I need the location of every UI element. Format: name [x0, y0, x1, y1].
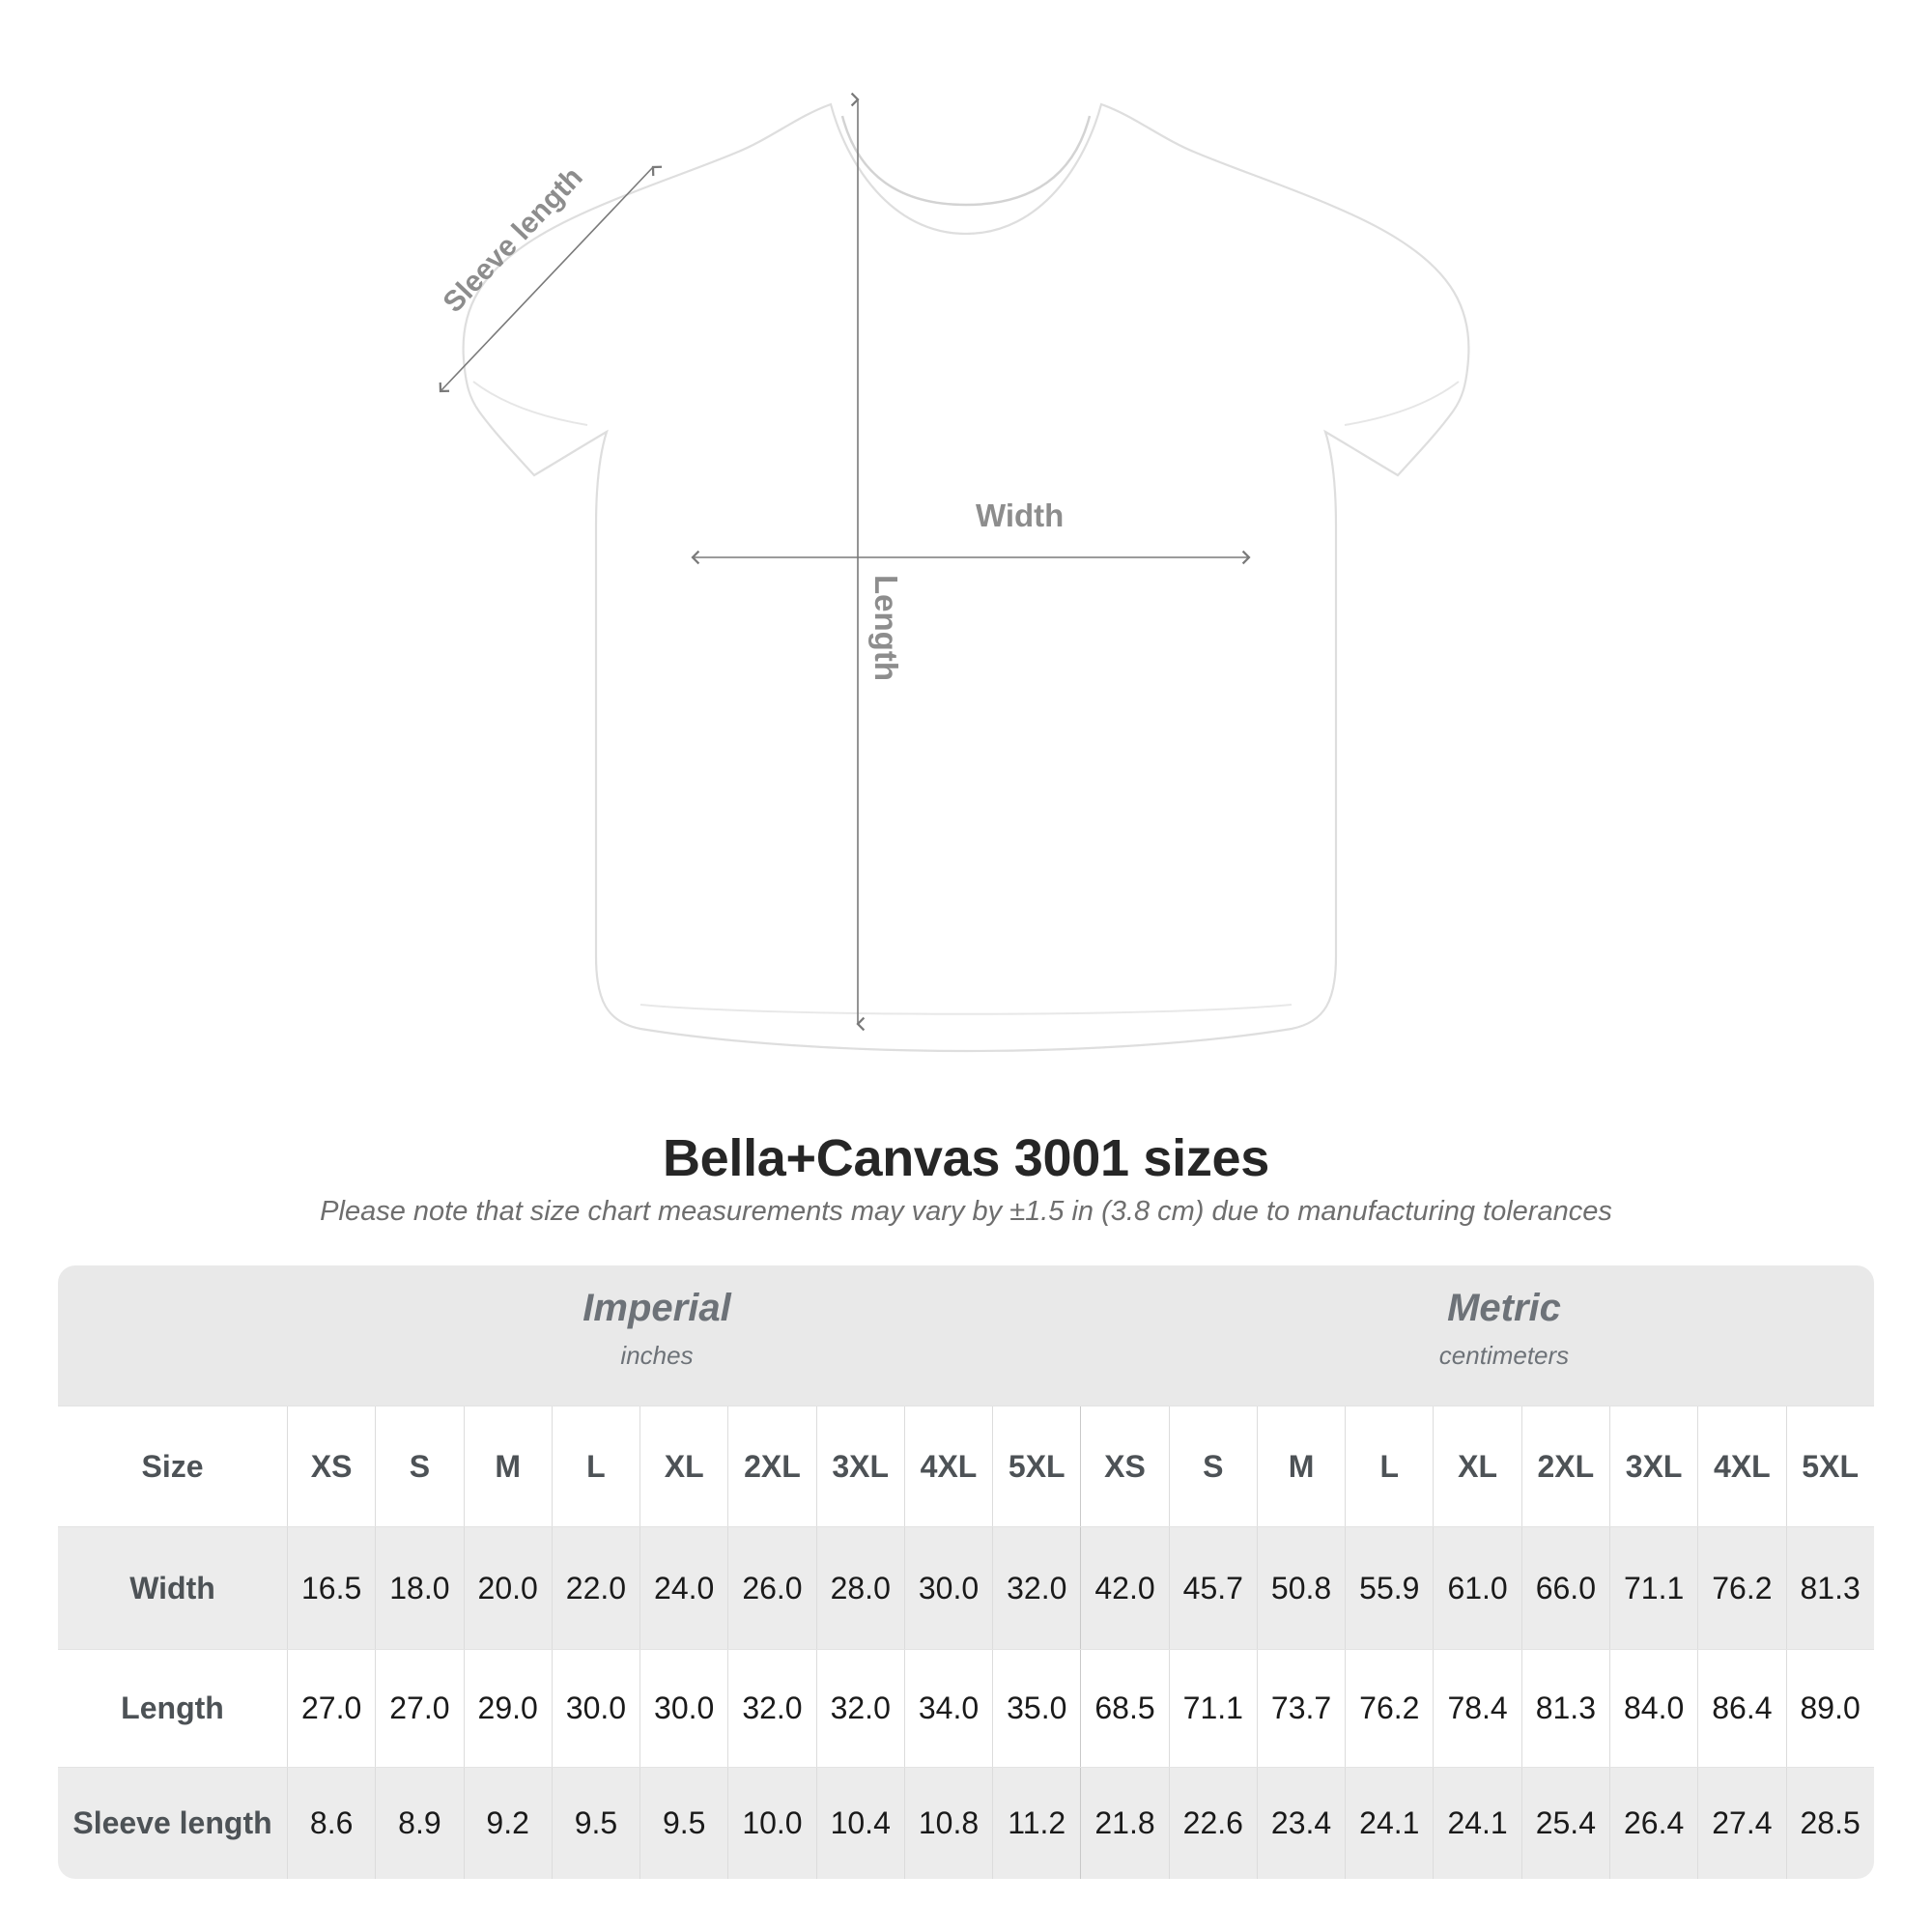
svg-text:Width: Width	[976, 497, 1064, 533]
svg-text:Length: Length	[868, 575, 904, 681]
